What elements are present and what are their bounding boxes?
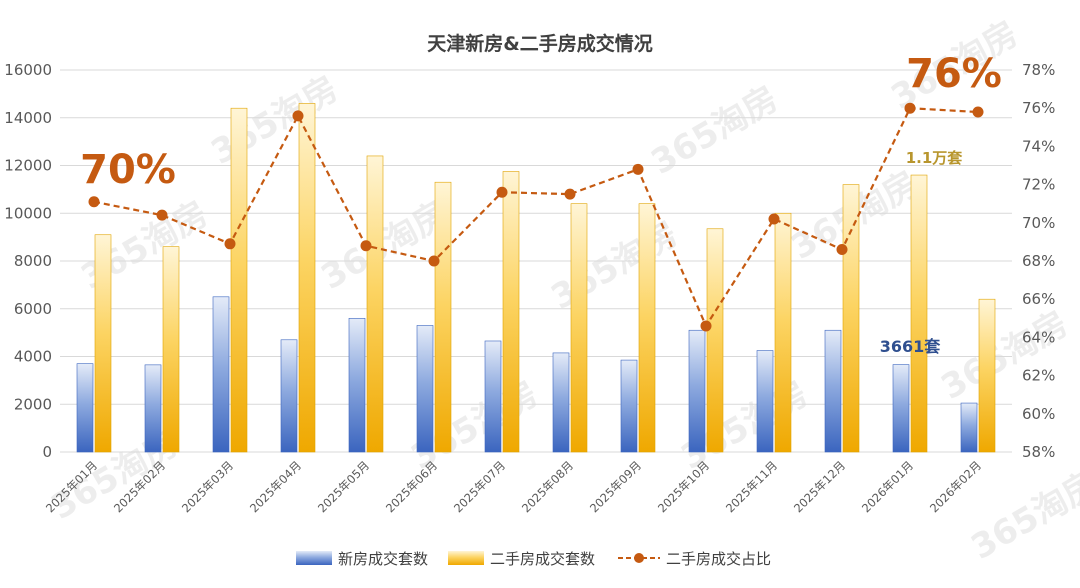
line-layer	[88, 102, 984, 332]
x-tick-label: 2025年07月	[451, 458, 508, 515]
line-ratio	[93, 107, 979, 329]
bar-new-home	[484, 340, 502, 453]
annotation-second-hand-count: 1.1万套	[906, 149, 964, 167]
bar-second-hand	[434, 181, 452, 453]
bar-second-hand	[94, 234, 112, 453]
bar-new-home	[756, 350, 774, 453]
watermark-text: 365淘房	[935, 304, 1075, 408]
bar-second-hand	[298, 103, 316, 453]
y-right-tick-label: 64%	[1022, 328, 1055, 346]
bar-new-home	[280, 339, 298, 453]
bar-new-home	[824, 329, 842, 453]
line-ratio-point	[88, 196, 100, 208]
line-ratio-point	[972, 106, 984, 118]
bar-second-hand	[230, 107, 248, 453]
annotation-new-home-count: 3661套	[880, 337, 942, 356]
x-tick-label: 2025年10月	[655, 458, 712, 515]
legend-label-second: 二手房成交套数	[490, 550, 595, 568]
bar-new-home	[348, 317, 366, 453]
watermark-text: 365淘房	[545, 214, 685, 318]
x-tick-label: 2025年04月	[247, 458, 304, 515]
bar-new-home	[688, 329, 706, 453]
bar-new-home	[552, 352, 570, 453]
y-left-tick-label: 4000	[14, 348, 52, 366]
bar-new-home	[144, 364, 162, 453]
watermark-text: 365淘房	[645, 79, 785, 183]
y-right-tick-label: 60%	[1022, 405, 1055, 423]
line-ratio-point	[768, 213, 780, 225]
y-right-tick-label: 68%	[1022, 252, 1055, 270]
watermark-text: 365淘房	[205, 69, 345, 173]
bar-second-hand	[706, 228, 724, 453]
x-tick-label: 2025年06月	[383, 458, 440, 515]
y-left-tick-label: 10000	[4, 204, 52, 222]
y-left-tick-label: 8000	[14, 252, 52, 270]
x-tick-label: 2025年05月	[315, 458, 372, 515]
y-left-tick-label: 16000	[4, 61, 52, 79]
y-left-tick-label: 12000	[4, 157, 52, 175]
line-ratio-point	[496, 186, 508, 198]
bar-second-hand	[502, 171, 520, 453]
bars-layer	[76, 103, 996, 453]
y-right-tick-label: 78%	[1022, 61, 1055, 79]
bar-second-hand	[842, 184, 860, 453]
x-tick-label: 2026年02月	[927, 458, 984, 515]
legend-swatch-new	[296, 551, 332, 565]
annotation-76-percent: 76%	[906, 51, 1002, 97]
y-right-tick-label: 70%	[1022, 214, 1055, 232]
y-right-tick-label: 66%	[1022, 290, 1055, 308]
bar-new-home	[212, 296, 230, 453]
x-tick-label: 2025年09月	[587, 458, 644, 515]
line-ratio-point	[156, 209, 168, 221]
line-ratio-point	[564, 188, 576, 200]
bar-new-home	[960, 402, 978, 453]
legend-label-ratio: 二手房成交占比	[666, 550, 771, 568]
y-right-tick-label: 74%	[1022, 137, 1055, 155]
line-ratio-point	[632, 163, 644, 175]
chart-title: 天津新房&二手房成交情况	[427, 32, 653, 55]
y-left-tick-label: 14000	[4, 109, 52, 127]
line-ratio-point	[700, 320, 712, 332]
bar-new-home	[76, 363, 94, 453]
bar-second-hand	[978, 298, 996, 453]
x-tick-label: 2026年01月	[859, 458, 916, 515]
bar-second-hand	[910, 174, 928, 453]
x-tick-label: 2025年11月	[723, 458, 780, 515]
legend-marker-ratio	[634, 553, 644, 563]
x-tick-label: 2025年03月	[179, 458, 236, 515]
line-ratio-point	[904, 102, 916, 114]
bar-second-hand	[162, 246, 180, 453]
y-left-tick-label: 0	[42, 443, 52, 461]
legend-swatch-second	[448, 551, 484, 565]
watermark-text: 365淘房	[965, 464, 1080, 568]
x-tick-label: 2025年12月	[791, 458, 848, 515]
line-ratio-point	[836, 244, 848, 256]
x-tick-label: 2025年08月	[519, 458, 576, 515]
bar-second-hand	[774, 212, 792, 453]
bar-second-hand	[366, 155, 384, 453]
y-right-tick-label: 76%	[1022, 99, 1055, 117]
annotation-70-percent: 70%	[80, 147, 176, 193]
y-left-tick-label: 2000	[14, 395, 52, 413]
bar-new-home	[620, 359, 638, 453]
legend: 新房成交套数 二手房成交套数 二手房成交占比	[296, 550, 771, 568]
y-right-tick-label: 72%	[1022, 176, 1055, 194]
bar-new-home	[416, 325, 434, 453]
line-ratio-point	[360, 240, 372, 252]
bar-second-hand	[638, 203, 656, 453]
y-right-tick-label: 58%	[1022, 443, 1055, 461]
line-ratio-point	[292, 110, 304, 122]
y-right-tick-label: 62%	[1022, 367, 1055, 385]
bar-second-hand	[570, 203, 588, 453]
bar-new-home	[892, 364, 910, 453]
line-ratio-point	[224, 238, 236, 250]
watermark-text: 365淘房	[315, 194, 455, 298]
line-ratio-point	[428, 255, 440, 267]
legend-label-new: 新房成交套数	[338, 550, 428, 568]
y-left-tick-label: 6000	[14, 300, 52, 318]
